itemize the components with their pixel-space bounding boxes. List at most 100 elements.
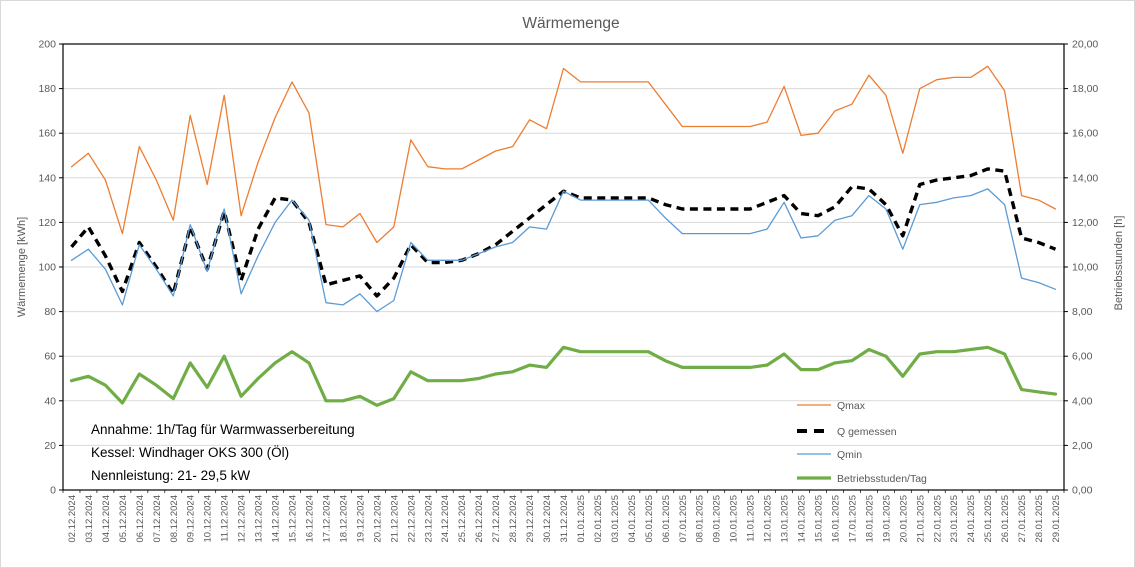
x-axis-label: 08.12.2024 (169, 495, 180, 543)
left-axis-tick-label: 160 (38, 128, 56, 140)
annotation-line-2: Kessel: Windhager OKS 300 (Öl) (91, 445, 289, 460)
x-axis-label: 03.01.2025 (610, 495, 621, 543)
series-line-qmin (70, 188, 1057, 313)
x-axis-label: 14.01.2025 (797, 495, 808, 543)
x-axis-label: 21.12.2024 (389, 495, 400, 543)
x-axis-label: 05.01.2025 (644, 495, 655, 543)
right-axis-tick-label: 2,00 (1072, 440, 1093, 452)
x-axis-label: 18.01.2025 (864, 495, 875, 543)
left-axis-tick-label: 60 (44, 351, 56, 363)
right-axis-tick-label: 4,00 (1072, 395, 1093, 407)
right-axis-title: Betriebsstunden [h] (1113, 216, 1125, 311)
x-axis-label: 15.12.2024 (288, 495, 299, 543)
left-axis-tick-label: 100 (38, 262, 56, 274)
series-line-qmax (70, 65, 1057, 244)
x-axis-label: 14.12.2024 (271, 495, 282, 543)
left-axis-tick-label: 20 (44, 440, 56, 452)
x-axis-label: 18.12.2024 (338, 495, 349, 543)
right-axis-tick-label: 18,00 (1072, 83, 1098, 95)
gridlines (63, 88, 1064, 446)
series-lines (69, 65, 1058, 407)
left-axis-tick-label: 200 (38, 39, 56, 51)
x-axis-label: 26.12.2024 (474, 495, 485, 543)
x-axis-label: 24.12.2024 (440, 495, 451, 543)
right-axis-tick-label: 16,00 (1072, 128, 1098, 140)
right-axis-tick-label: 20,00 (1072, 39, 1098, 51)
series-line-q-gemessen (70, 167, 1057, 298)
axis-ticks (59, 43, 1068, 493)
x-axis-label: 11.01.2025 (746, 495, 757, 542)
legend-label-betriebsstunden: Betriebsstuden/Tag (837, 473, 927, 485)
x-axis-label: 23.01.2025 (949, 495, 960, 543)
x-axis-label: 13.12.2024 (254, 495, 265, 543)
right-axis-tick-label: 0,00 (1072, 485, 1093, 497)
x-axis-label: 25.01.2025 (983, 495, 994, 543)
left-axis-labels: 0 20 40 60 80 100 120 140 160 180 200 (38, 39, 56, 497)
x-axis-label: 04.12.2024 (101, 495, 112, 543)
legend-label-qmin: Qmin (837, 449, 862, 461)
x-axis-label: 20.12.2024 (372, 495, 383, 543)
annotation-block: Annahme: 1h/Tag für Warmwasserbereitung … (91, 422, 355, 483)
x-axis-label: 05.12.2024 (118, 495, 129, 543)
x-axis-label: 10.12.2024 (203, 495, 214, 543)
x-axis-label: 02.12.2024 (67, 495, 78, 543)
x-axis-label: 29.01.2025 (1051, 495, 1062, 543)
legend-label-qgemessen: Q gemessen (837, 426, 897, 438)
x-axis-label: 11.12.2024 (220, 495, 231, 542)
x-axis-label: 22.12.2024 (406, 495, 417, 543)
x-axis-label: 02.01.2025 (593, 495, 604, 543)
chart-title: Wärmemenge (522, 15, 619, 32)
right-axis-tick-label: 8,00 (1072, 306, 1093, 318)
legend-label-qmax: Qmax (837, 400, 866, 412)
right-axis-labels: 0,00 2,00 4,00 6,00 8,00 10,00 12,00 14,00 16,00… (1072, 39, 1098, 497)
x-axis-label: 01.01.2025 (576, 495, 587, 543)
x-axis-label: 27.12.2024 (491, 495, 502, 543)
x-axis-label: 06.01.2025 (661, 495, 672, 543)
x-axis-label: 16.12.2024 (305, 495, 316, 543)
x-axis-label: 07.12.2024 (152, 495, 163, 543)
x-axis-label: 13.01.2025 (780, 495, 791, 543)
x-axis-labels: 02.12.2024 03.12.2024 04.12.2024 05.12.2024… (67, 495, 1062, 543)
left-axis-tick-label: 180 (38, 83, 56, 95)
right-axis-tick-label: 10,00 (1072, 262, 1098, 274)
x-axis-label: 25.12.2024 (457, 495, 468, 543)
x-axis-label: 09.01.2025 (712, 495, 723, 543)
x-axis-label: 10.01.2025 (729, 495, 740, 543)
x-axis-label: 21.01.2025 (915, 495, 926, 543)
x-axis-label: 30.12.2024 (542, 495, 553, 543)
x-axis-label: 08.01.2025 (695, 495, 706, 543)
left-axis-tick-label: 120 (38, 217, 56, 229)
x-axis-label: 15.01.2025 (814, 495, 825, 543)
left-axis-tick-label: 40 (44, 395, 56, 407)
x-axis-label: 22.01.2025 (932, 495, 943, 543)
x-axis-label: 12.01.2025 (763, 495, 774, 543)
x-axis-label: 06.12.2024 (135, 495, 146, 543)
annotation-line-1: Annahme: 1h/Tag für Warmwasserbereitung (91, 422, 355, 437)
x-axis-label: 09.12.2024 (186, 495, 197, 543)
right-axis-tick-label: 6,00 (1072, 351, 1093, 363)
right-axis-tick-label: 14,00 (1072, 172, 1098, 184)
x-axis-label: 29.12.2024 (525, 495, 536, 543)
x-axis-label: 28.01.2025 (1034, 495, 1045, 543)
series-line-betriebsstuden-tag (69, 345, 1058, 407)
x-axis-label: 24.01.2025 (966, 495, 977, 543)
x-axis-label: 07.01.2025 (678, 495, 689, 543)
left-axis-tick-label: 0 (50, 485, 56, 497)
x-axis-label: 19.12.2024 (355, 495, 366, 543)
x-axis-label: 17.01.2025 (847, 495, 858, 543)
annotation-line-3: Nennleistung: 21- 29,5 kW (91, 468, 250, 483)
x-axis-label: 23.12.2024 (423, 495, 434, 543)
x-axis-label: 26.01.2025 (1000, 495, 1011, 543)
left-axis-tick-label: 140 (38, 172, 56, 184)
right-axis-tick-label: 12,00 (1072, 217, 1098, 229)
x-axis-label: 17.12.2024 (322, 495, 333, 543)
x-axis-label: 19.01.2025 (881, 495, 892, 543)
left-axis-tick-label: 80 (44, 306, 56, 318)
left-axis-title: Wärmemenge [kWh] (16, 217, 28, 317)
x-axis-label: 28.12.2024 (508, 495, 519, 543)
x-axis-label: 03.12.2024 (84, 495, 95, 543)
legend: Qmax Q gemessen Qmin Betriebsstuden/Tag (797, 400, 927, 485)
x-axis-label: 31.12.2024 (559, 495, 570, 543)
